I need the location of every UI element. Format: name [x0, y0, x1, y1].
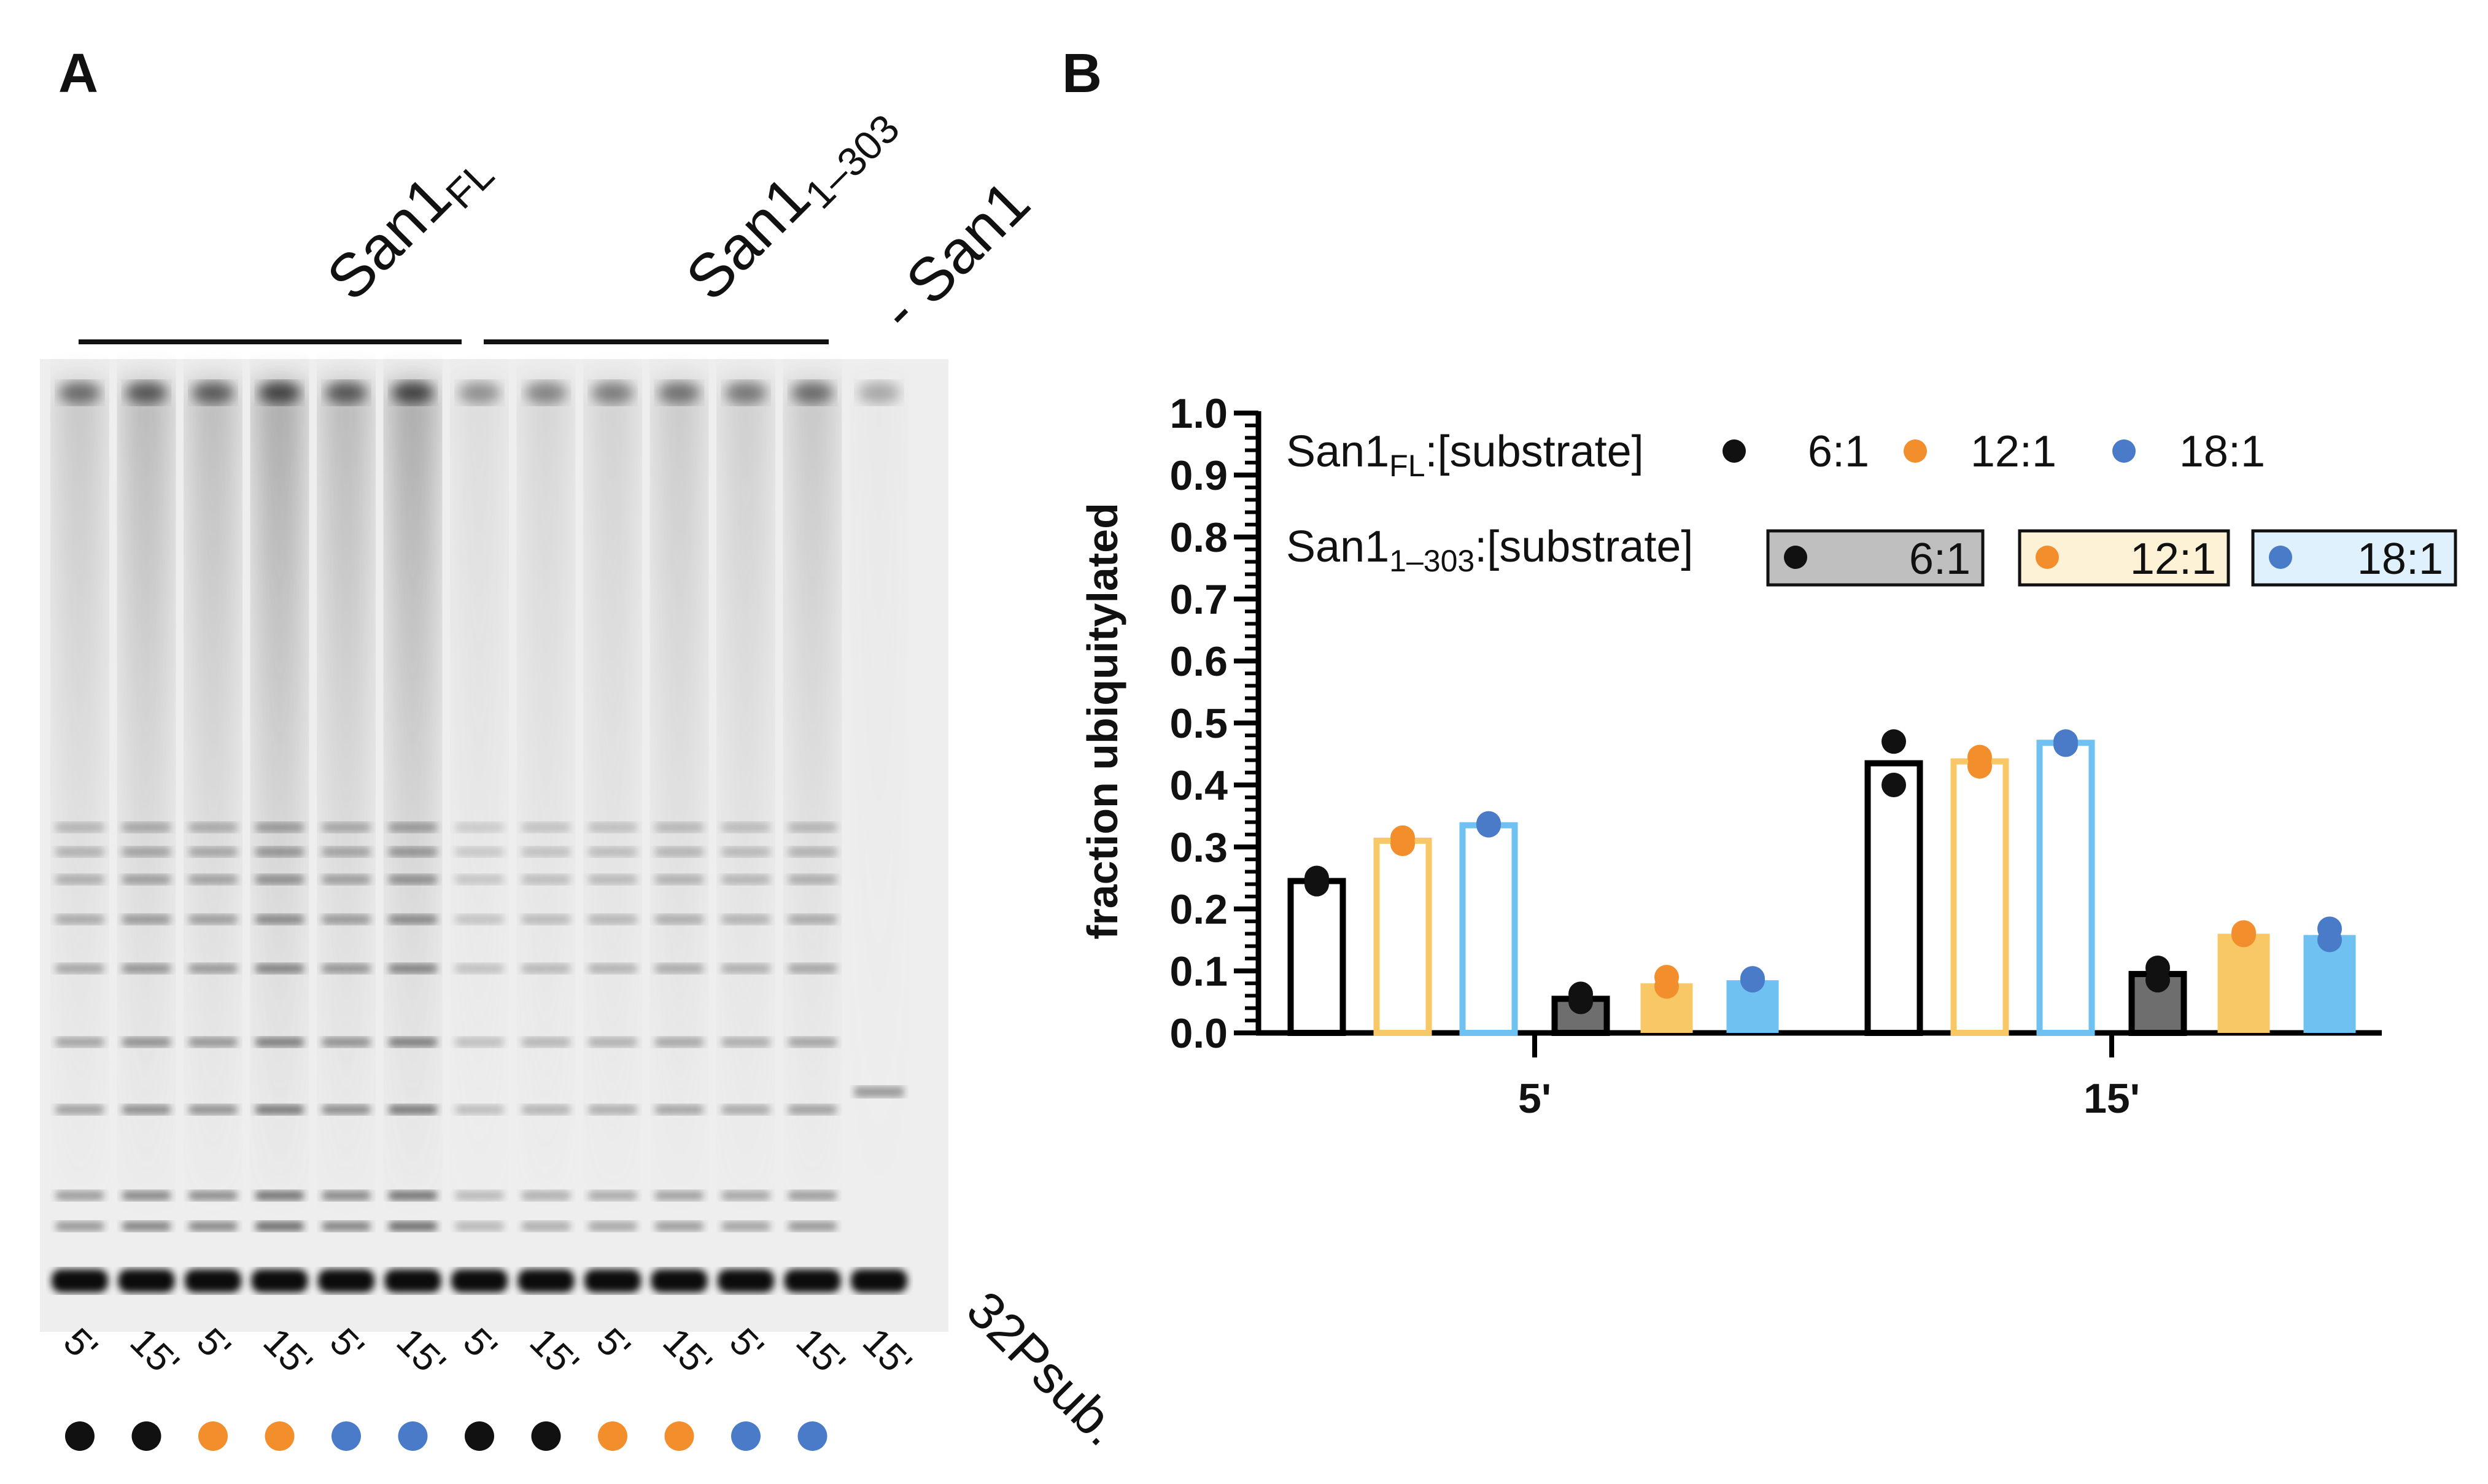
legend-1-303-dot: [2269, 546, 2292, 569]
data-point: [1304, 865, 1329, 891]
panel-a-letter: A: [58, 43, 98, 104]
bar: [1864, 760, 1923, 1037]
data-point: [1882, 729, 1906, 754]
lane-dot: [131, 1421, 161, 1451]
legend-1-303-dot: [2036, 546, 2059, 569]
y-tick-label: 0.1: [1169, 948, 1228, 995]
bar: [1287, 878, 1346, 1037]
data-point: [1882, 773, 1906, 797]
legend-1-303-label: 6:1: [1909, 535, 1971, 584]
bar: [2217, 933, 2270, 1033]
svg-text:San1FL: San1FL: [314, 130, 502, 319]
lane-dot: [465, 1421, 494, 1451]
data-point: [1568, 981, 1593, 1007]
panel-b-letter: B: [1062, 43, 1102, 104]
lane-dot: [598, 1421, 627, 1451]
data-point: [1967, 744, 1992, 770]
lane-dot: [198, 1421, 228, 1451]
lane-dot: [531, 1421, 561, 1451]
legend-fl-dot: [1904, 439, 1927, 463]
legend-1-303-label: 18:1: [2357, 535, 2443, 584]
lane-dot: [65, 1421, 95, 1451]
y-tick-label: 0.0: [1169, 1010, 1228, 1057]
x-tick-label: 5': [1518, 1075, 1551, 1122]
legend-fl-dot: [2112, 439, 2136, 463]
y-tick-label: 0.7: [1169, 576, 1228, 623]
y-tick-label: 0.9: [1169, 452, 1228, 499]
data-point: [2053, 729, 2078, 754]
y-tick-label: 0.5: [1169, 700, 1228, 747]
data-point: [1654, 965, 1679, 990]
y-tick-label: 1.0: [1169, 390, 1228, 437]
chart-axes: 0.0 0.1 0.2 0.3 0.4 0.5 0.6 0.7 0.8 0.9 1.0 5' 15': [1169, 390, 2382, 1122]
lane-dot: [797, 1421, 827, 1451]
lane-dot: [664, 1421, 694, 1451]
lane-dot: [731, 1421, 761, 1451]
legend-fl-title: San1FL:[substrate]: [1286, 427, 1644, 483]
legend-fl-label: 6:1: [1808, 427, 1869, 476]
substrate-label: 32Psub.: [956, 1280, 1133, 1457]
legend-fl-label: 18:1: [2179, 427, 2265, 476]
y-tick-label: 0.3: [1169, 824, 1228, 871]
legend-fl-label: 12:1: [1971, 427, 2056, 476]
data-point: [1740, 966, 1765, 991]
gel-image: [40, 359, 948, 1332]
panel-a: A San1FL San11–303 - San1 32Psub. 5' 15' 5…: [40, 43, 1132, 1457]
chart-bars: [1287, 740, 2356, 1037]
bar: [2036, 740, 2095, 1036]
group-label-main: - San1: [866, 168, 1043, 344]
lane-dot: [398, 1421, 428, 1451]
group-label-sub: 1–303: [796, 106, 908, 217]
legend-1-303-dot: [1784, 546, 1807, 569]
data-point: [1476, 811, 1501, 836]
x-tick-label: 15': [2083, 1075, 2140, 1122]
legend-fl-dot: [1723, 439, 1746, 463]
group-label-san1-1-303: San11–303: [673, 83, 908, 319]
y-axis-label: fraction ubiquitylated: [1079, 503, 1126, 940]
data-point: [2231, 920, 2256, 945]
data-point: [1390, 825, 1415, 850]
group-label-minus-san1: - San1: [866, 168, 1043, 344]
legend-1-303-title: San11–303:[substrate]: [1286, 522, 1693, 578]
lane-dot: [265, 1421, 295, 1451]
lane-dot: [331, 1421, 361, 1451]
lane-dots: [65, 1421, 827, 1451]
group-label-san1-fl: San1FL: [314, 130, 502, 319]
bar: [1459, 822, 1518, 1037]
svg-text:San11–303: San11–303: [673, 83, 908, 319]
data-point: [2317, 916, 2342, 941]
panel-b: B fraction ubiquitylated 0.0 0.1 0.2 0.3 0.4…: [1062, 43, 2457, 1122]
data-point: [2145, 955, 2170, 980]
bar: [1373, 837, 1432, 1037]
bar: [1950, 758, 2009, 1036]
y-tick-label: 0.2: [1169, 886, 1228, 933]
chart-legend: San1FL:[substrate] San11–303:[substrate]…: [1286, 427, 2457, 587]
y-tick-label: 0.8: [1169, 514, 1228, 561]
legend-1-303-label: 12:1: [2130, 535, 2216, 584]
y-tick-label: 0.4: [1169, 762, 1228, 809]
chart-points: [1304, 729, 2342, 1014]
y-tick-label: 0.6: [1169, 638, 1228, 685]
